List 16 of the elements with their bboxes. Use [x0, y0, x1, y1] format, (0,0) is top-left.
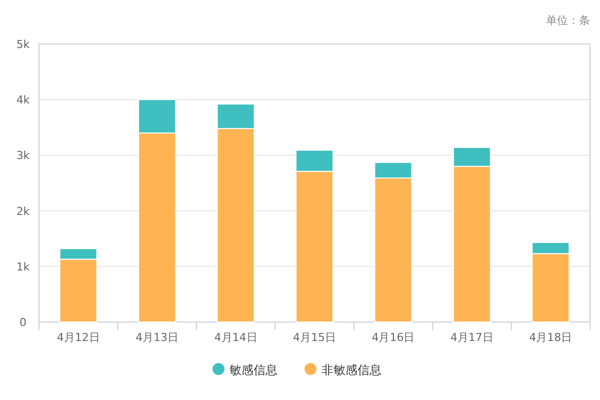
y-tick-label: 2k [16, 204, 30, 218]
y-tick-label: 0 [20, 316, 26, 329]
y-tick-label: 3k [16, 149, 30, 162]
x-tick-label: 4月16日 [372, 331, 415, 344]
y-tick-label: 1k [16, 260, 30, 274]
x-tick-label: 4月12日 [56, 331, 100, 344]
x-tick-label: 4月18日 [529, 331, 572, 344]
text: 单位：条 [546, 14, 590, 27]
x-tick-label: 4月17日 [450, 331, 494, 344]
y-tick-label: 4k [16, 94, 30, 107]
y-tick-label: 5k [16, 38, 30, 51]
x-tick-label: 4月14日 [214, 331, 258, 344]
legend-label: 敏感信息 [230, 363, 278, 377]
x-tick-label: 4月13日 [136, 331, 179, 344]
x-tick-label: 4月15日 [293, 331, 336, 344]
legend-label: 非敏感信息 [322, 363, 382, 377]
